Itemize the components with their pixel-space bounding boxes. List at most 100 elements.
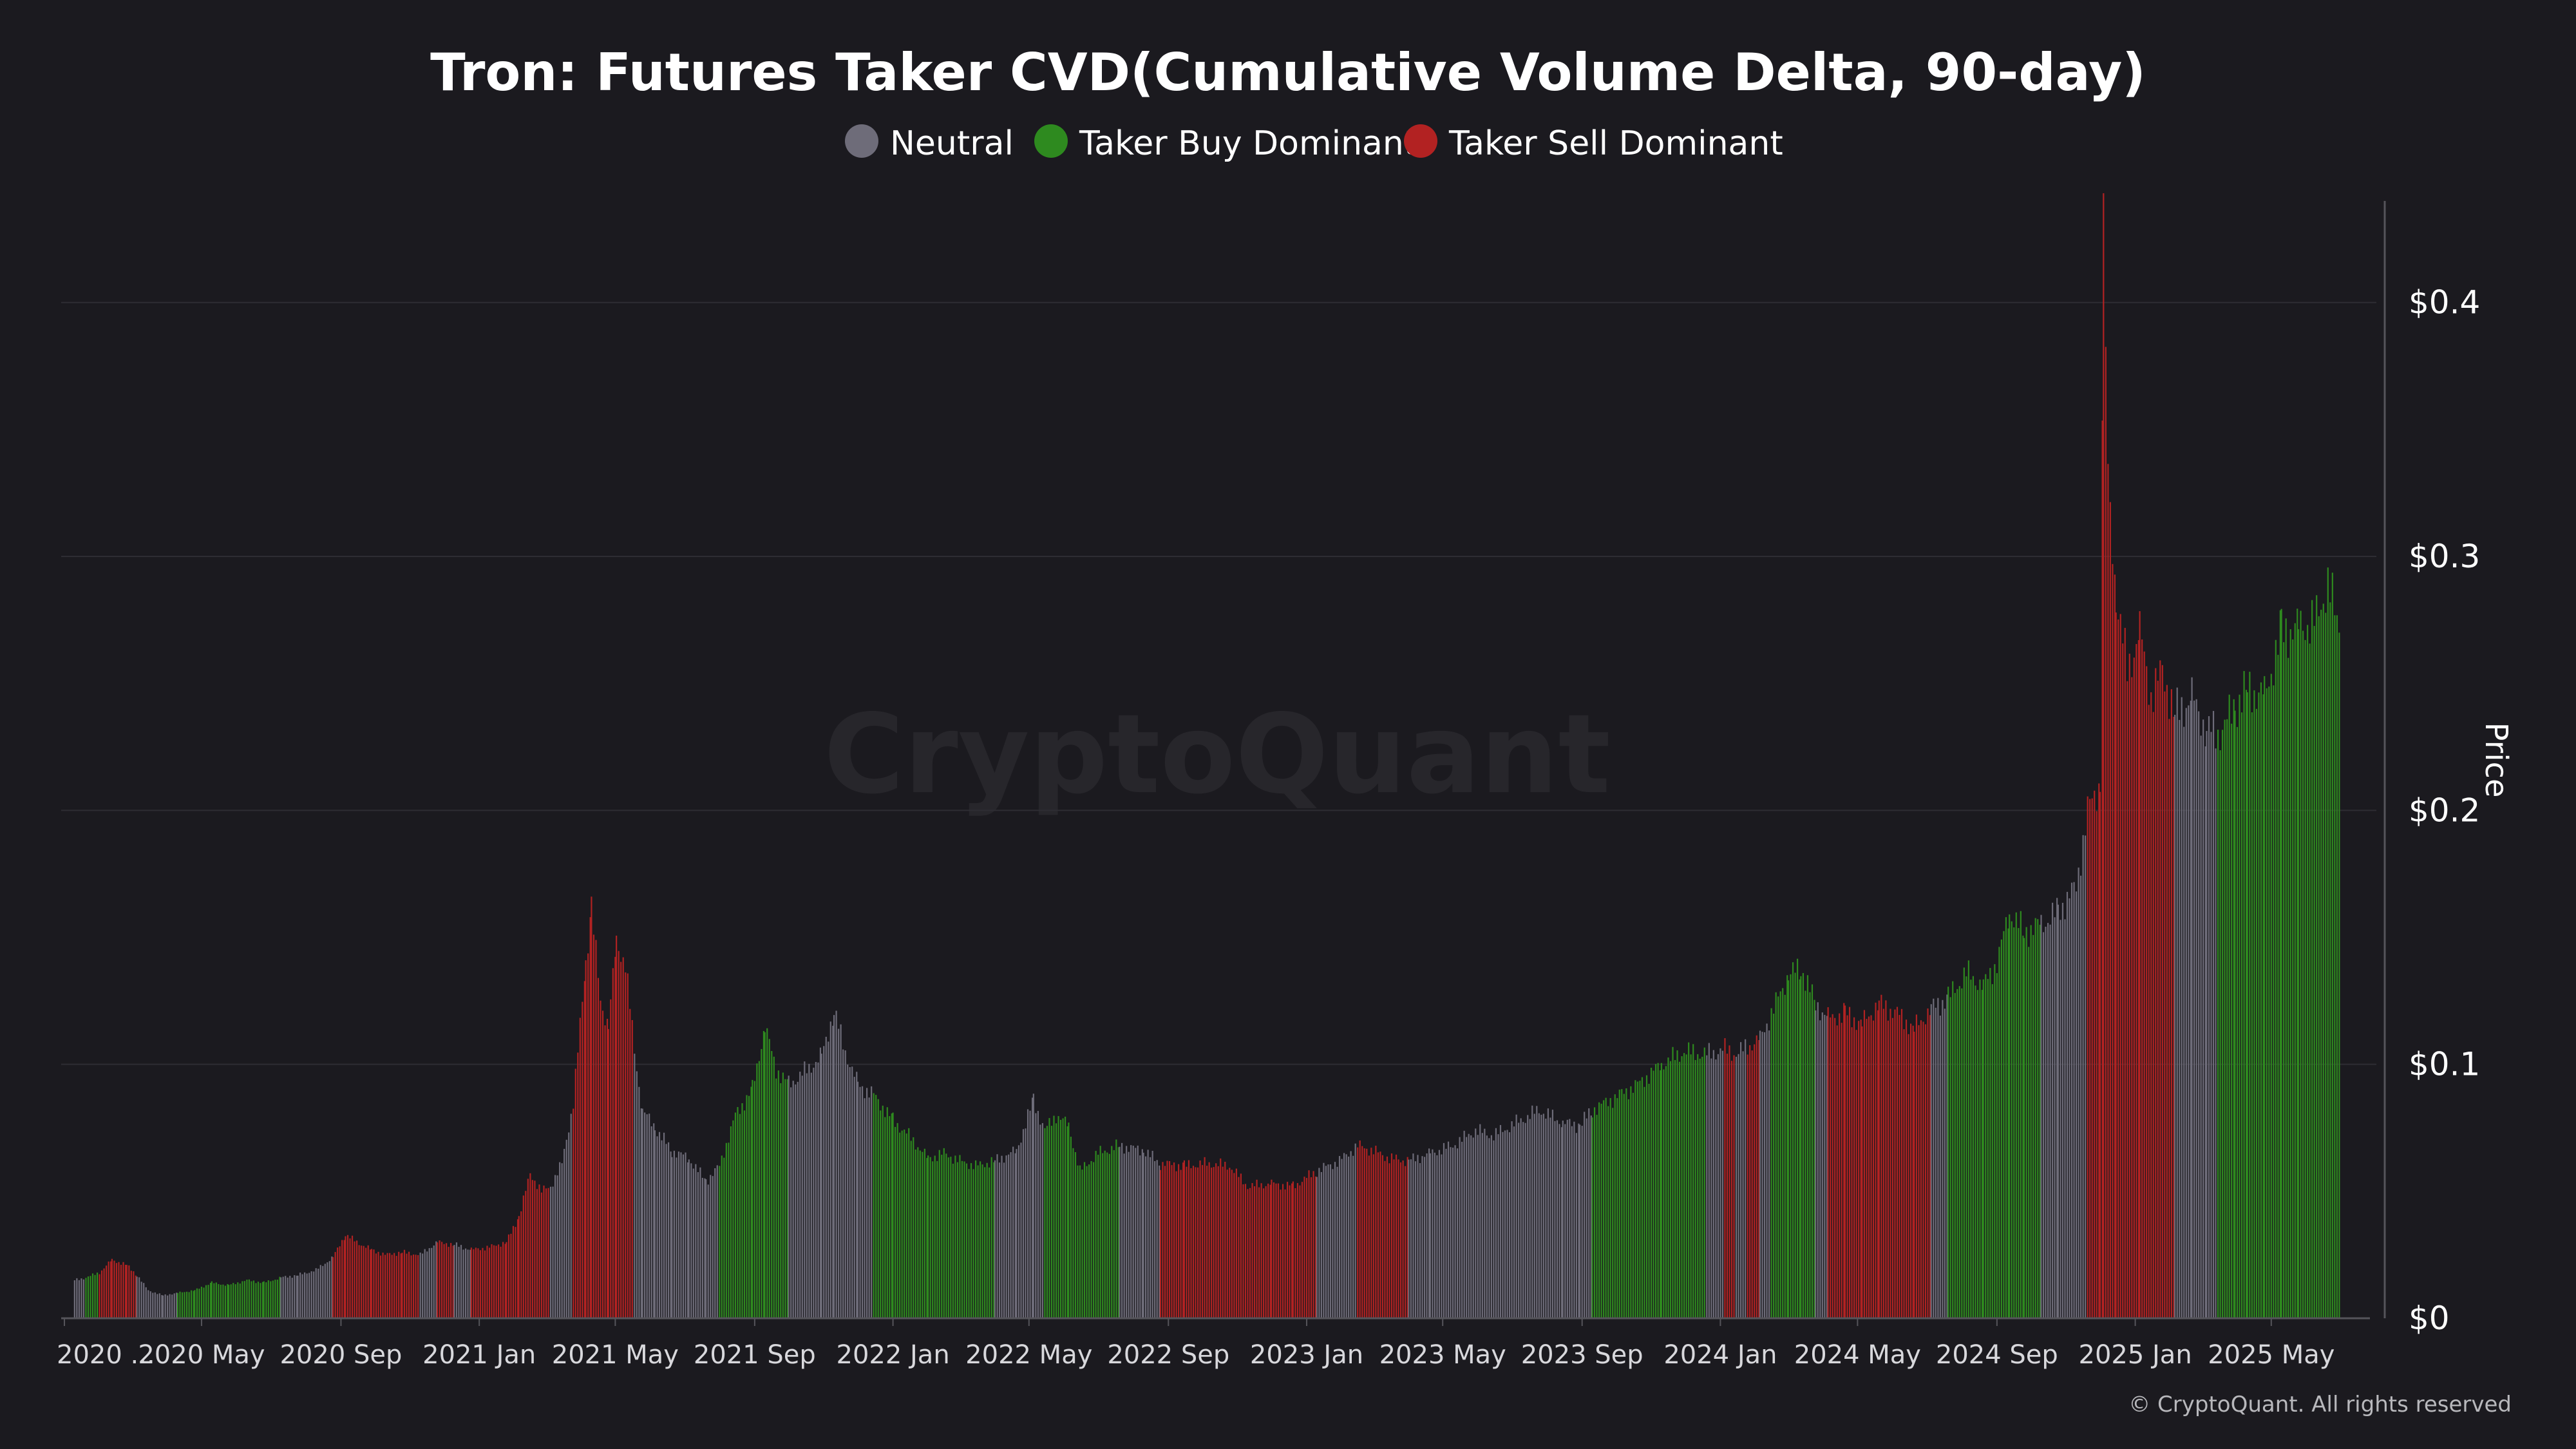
price-bar <box>618 951 620 1318</box>
price-bar <box>622 957 624 1318</box>
price-bar <box>315 1268 317 1318</box>
price-bar <box>1600 1103 1602 1318</box>
price-bar <box>917 1147 919 1318</box>
price-bar <box>370 1249 373 1318</box>
price-bar <box>1308 1170 1310 1318</box>
price-bar <box>1991 984 1993 1318</box>
price-bar <box>361 1245 363 1318</box>
price-bar <box>1368 1155 1370 1318</box>
price-bar <box>1128 1151 1130 1318</box>
price-bar <box>339 1246 341 1318</box>
price-bar <box>914 1149 916 1318</box>
price-bar <box>1450 1147 1452 1318</box>
price-bar <box>2334 615 2336 1318</box>
price-bar <box>2018 928 2020 1318</box>
price-bar <box>531 1180 533 1318</box>
price-bar <box>1676 1050 1678 1318</box>
price-bar <box>1965 976 1967 1318</box>
price-bar <box>285 1276 287 1318</box>
price-bar <box>1710 1058 1712 1318</box>
price-bar <box>2069 898 2070 1318</box>
legend-item-neutral[interactable]: Neutral <box>845 124 1014 163</box>
price-bar <box>2208 716 2210 1318</box>
price-bar <box>2173 717 2175 1318</box>
price-bar <box>1201 1165 1204 1318</box>
price-bar <box>1025 1128 1027 1318</box>
price-bar <box>393 1253 395 1318</box>
legend-item-buy[interactable]: Taker Buy Dominant <box>1034 124 1417 163</box>
price-bar <box>1436 1155 1438 1318</box>
price-bar <box>512 1226 515 1318</box>
x-tick-label: 2024 May <box>1794 1340 1921 1370</box>
price-bar <box>1343 1153 1345 1318</box>
price-bar <box>1428 1148 1430 1318</box>
legend-buy-swatch <box>1034 124 1068 158</box>
price-bar <box>1093 1162 1095 1318</box>
price-bar <box>1669 1061 1672 1318</box>
price-bar <box>629 1009 631 1318</box>
price-bar <box>1164 1166 1166 1318</box>
price-bar <box>1627 1099 1629 1318</box>
price-bar <box>1366 1148 1368 1318</box>
price-bar <box>1972 976 1974 1318</box>
price-bar <box>545 1188 547 1318</box>
price-bar <box>1372 1154 1374 1318</box>
price-bar <box>1215 1163 1217 1318</box>
price-bar <box>1162 1162 1164 1318</box>
price-bar <box>1247 1189 1249 1318</box>
price-bar <box>1406 1157 1408 1318</box>
price-bar <box>1882 1009 1884 1318</box>
price-bar <box>2289 629 2291 1318</box>
price-bar <box>365 1247 367 1318</box>
price-bar <box>1495 1128 1497 1318</box>
price-bar <box>2148 705 2150 1318</box>
price-bar <box>1186 1166 1188 1318</box>
price-bar <box>91 1273 94 1318</box>
price-bar <box>345 1236 346 1318</box>
price-bar <box>1792 962 1794 1318</box>
price-bar <box>2034 918 2036 1318</box>
price-bar <box>2105 346 2107 1318</box>
price-bar <box>1154 1160 1156 1318</box>
price-bar <box>1008 1154 1010 1318</box>
price-bar <box>108 1261 109 1318</box>
price-bar <box>413 1255 415 1318</box>
price-bar <box>1269 1184 1271 1318</box>
price-bar <box>1562 1121 1564 1318</box>
price-bar <box>328 1261 330 1318</box>
price-bar <box>133 1271 135 1318</box>
price-bar <box>677 1151 680 1318</box>
price-bar <box>538 1184 540 1318</box>
price-bar <box>1289 1185 1291 1318</box>
price-bar <box>543 1185 545 1318</box>
price-bar <box>488 1247 491 1318</box>
price-bar <box>2133 658 2135 1318</box>
price-bar <box>2236 726 2239 1318</box>
price-bar <box>1314 1176 1317 1318</box>
price-bar <box>656 1136 658 1318</box>
price-bar <box>294 1275 296 1318</box>
price-bar <box>2078 867 2079 1318</box>
price-bar <box>721 1155 723 1318</box>
price-bar <box>2280 609 2282 1318</box>
price-bar <box>1020 1142 1022 1318</box>
legend-item-sell[interactable]: Taker Sell Dominant <box>1404 124 1783 163</box>
price-bar <box>600 1000 601 1318</box>
price-bar <box>1286 1182 1289 1318</box>
price-bar <box>1976 990 1979 1318</box>
price-bar <box>750 1086 752 1318</box>
price-bar <box>2224 719 2226 1318</box>
price-bar <box>1922 1021 1924 1318</box>
price-bar <box>230 1284 232 1318</box>
price-bar <box>122 1262 124 1318</box>
price-bar <box>813 1067 815 1318</box>
price-bar <box>2020 911 2022 1318</box>
price-bar <box>829 1021 831 1318</box>
legend-neutral-label: Neutral <box>890 124 1014 163</box>
price-bar <box>775 1078 777 1318</box>
price-bar <box>227 1283 229 1318</box>
price-bar <box>2126 681 2128 1318</box>
price-bar <box>1935 1007 1937 1318</box>
price-bar <box>705 1179 707 1318</box>
price-bar <box>1208 1162 1210 1318</box>
